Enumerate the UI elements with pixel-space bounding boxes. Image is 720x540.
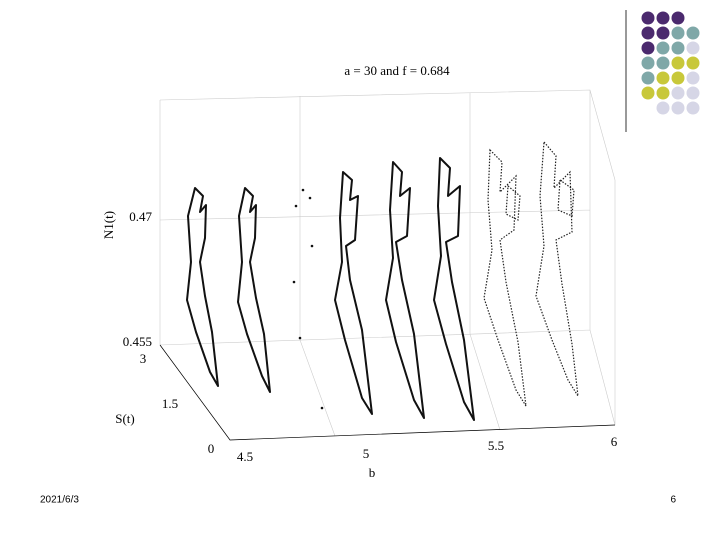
y-tick-label: 0 [208, 441, 215, 456]
y-axis-label: S(t) [115, 411, 135, 426]
decoration-dots [641, 11, 700, 115]
footer-page: 6 [670, 495, 676, 506]
decoration-dot [671, 56, 685, 70]
decoration-dot [641, 26, 655, 40]
x-tick-label: 4.5 [237, 449, 253, 464]
z-tick-label: 0.47 [129, 209, 152, 224]
decoration-dot [656, 101, 670, 115]
decoration-dot [656, 26, 670, 40]
plot-title: a = 30 and f = 0.684 [344, 63, 450, 78]
decoration-dot [641, 11, 655, 25]
decoration-dot [671, 86, 685, 100]
decoration-dot [641, 86, 655, 100]
decoration-dot [656, 11, 670, 25]
x-axis-label: b [369, 465, 376, 480]
decoration-dot [686, 41, 700, 55]
decoration-dot [656, 71, 670, 85]
footer-date: 2021/6/3 [40, 495, 79, 506]
x-tick-label: 5 [363, 446, 370, 461]
decoration-dot [686, 26, 700, 40]
decoration-dot [656, 86, 670, 100]
decoration-dot [656, 56, 670, 70]
decoration-dot [671, 71, 685, 85]
z-tick-label: 0.455 [123, 334, 152, 349]
x-tick-label: 5.5 [488, 438, 504, 453]
decoration-dot [671, 26, 685, 40]
decoration-dot [641, 56, 655, 70]
decoration-dot [671, 101, 685, 115]
decoration-dot [671, 11, 685, 25]
decoration-dot [656, 41, 670, 55]
decoration-dot [641, 41, 655, 55]
decoration-dot [686, 86, 700, 100]
x-tick-label: 6 [611, 434, 618, 449]
decoration-dot [686, 56, 700, 70]
plot-curves [186, 140, 579, 421]
decoration-dot [671, 41, 685, 55]
z-axis-label: N1(t) [101, 211, 116, 239]
y-tick-label: 3 [140, 351, 147, 366]
decoration-dot [641, 71, 655, 85]
decoration-dot [686, 101, 700, 115]
plot-box [159, 89, 616, 441]
y-tick-label: 1.5 [162, 396, 178, 411]
decoration-dot [686, 71, 700, 85]
